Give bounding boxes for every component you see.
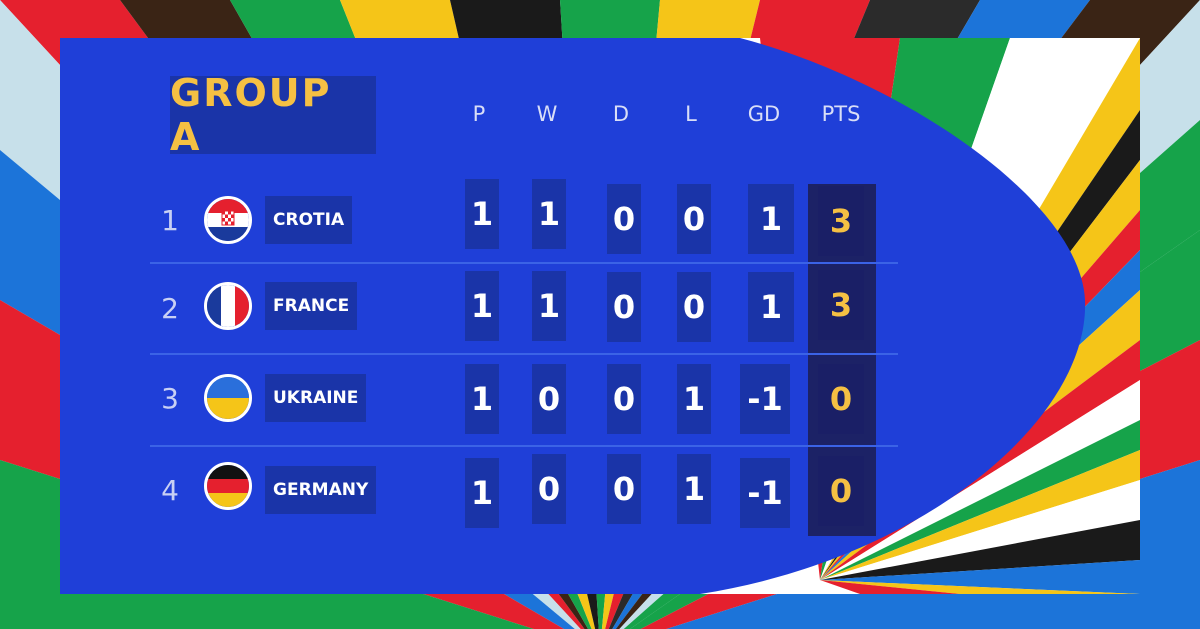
cell-gd-value: -1 [747, 380, 783, 418]
cell-l: 1 [677, 454, 711, 524]
cell-pts: 0 [818, 456, 864, 526]
rank: 3 [161, 382, 179, 415]
table-row: 4 GERMANY 1 0 0 1 -1 0 [150, 448, 898, 536]
table-row: 2 FRANCE 1 1 0 0 1 3 [150, 266, 898, 354]
cell-d: 0 [607, 364, 641, 434]
france-flag-icon [204, 282, 252, 330]
col-header-p: P [472, 102, 486, 126]
group-title-box: GROUP A [170, 71, 376, 159]
cell-pts: 3 [818, 186, 864, 256]
cell-d-value: 0 [612, 470, 636, 508]
col-header-w: W [536, 102, 558, 126]
col-header-d: D [612, 102, 630, 126]
cell-gd: 1 [748, 272, 794, 342]
cell-p: 1 [465, 364, 499, 434]
cell-pts: 3 [818, 270, 864, 340]
cell-w: 1 [532, 179, 566, 249]
cell-pts-value: 3 [829, 286, 853, 324]
cell-p: 1 [465, 179, 499, 249]
cell-l: 0 [677, 272, 711, 342]
cell-l-value: 0 [682, 200, 706, 238]
cell-p-value: 1 [470, 287, 494, 325]
col-header-pts: PTS [821, 102, 861, 126]
cell-pts: 0 [818, 364, 864, 434]
cell-w: 0 [532, 454, 566, 524]
cell-gd-value: -1 [747, 474, 783, 512]
cell-d-value: 0 [612, 200, 636, 238]
cell-d-value: 0 [612, 288, 636, 326]
cell-gd: -1 [740, 364, 790, 434]
cell-gd-value: 1 [759, 288, 783, 326]
team-name-box: CROTIA [265, 196, 353, 244]
ukraine-flag-icon [204, 374, 252, 422]
row-divider [150, 445, 898, 447]
cell-gd: 1 [748, 184, 794, 254]
standings-panel: GROUP A P W D L GD PTS 1 CROTIA [60, 38, 1140, 594]
cell-p-value: 1 [470, 380, 494, 418]
cell-w-value: 1 [537, 195, 561, 233]
table-row: 3 UKRAINE 1 0 0 1 -1 0 [150, 356, 898, 444]
cell-w-value: 0 [537, 380, 561, 418]
rank: 4 [161, 474, 179, 507]
table-row: 1 CROTIA 1 1 0 0 1 3 [150, 176, 898, 264]
cell-p-value: 1 [470, 474, 494, 512]
cell-w-value: 1 [537, 287, 561, 325]
team-name: CROTIA [273, 210, 345, 230]
cell-gd-value: 1 [759, 200, 783, 238]
rank: 2 [161, 292, 179, 325]
cell-l-value: 1 [682, 470, 706, 508]
cell-p-value: 1 [470, 195, 494, 233]
team-name-box: FRANCE [265, 282, 358, 330]
row-divider [150, 262, 898, 264]
cell-p: 1 [465, 271, 499, 341]
team-name: UKRAINE [273, 388, 359, 408]
cell-p: 1 [465, 458, 499, 528]
team-name-box: GERMANY [265, 466, 377, 514]
cell-w: 0 [532, 364, 566, 434]
rank: 1 [161, 204, 179, 237]
cell-d: 0 [607, 272, 641, 342]
cell-d: 0 [607, 184, 641, 254]
cell-w-value: 0 [537, 470, 561, 508]
cell-pts-value: 0 [829, 380, 853, 418]
cell-d-value: 0 [612, 380, 636, 418]
group-title: GROUP A [170, 71, 332, 159]
cell-l: 1 [677, 364, 711, 434]
team-name-box: UKRAINE [265, 374, 367, 422]
col-header-gd: GD [747, 102, 781, 126]
cell-w: 1 [532, 271, 566, 341]
cell-pts-value: 3 [829, 202, 853, 240]
team-name: GERMANY [273, 480, 369, 500]
row-divider [150, 353, 898, 355]
cell-gd: -1 [740, 458, 790, 528]
cell-l: 0 [677, 184, 711, 254]
cell-pts-value: 0 [829, 472, 853, 510]
cell-d: 0 [607, 454, 641, 524]
germany-flag-icon [204, 462, 252, 510]
cell-l-value: 0 [682, 288, 706, 326]
team-name: FRANCE [273, 296, 350, 316]
cell-l-value: 1 [682, 380, 706, 418]
croatia-flag-icon [204, 196, 252, 244]
col-header-l: L [685, 102, 697, 126]
